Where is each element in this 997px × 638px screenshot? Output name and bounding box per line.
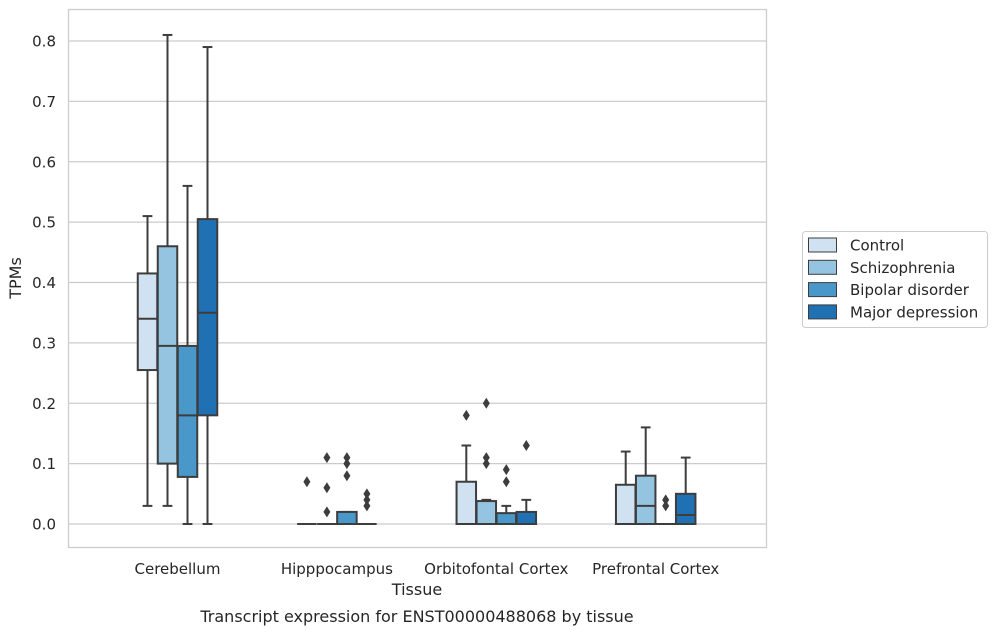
box [156,245,179,465]
outlier-point [662,494,670,506]
y-tick-label: 0.0 [32,516,56,534]
outlier-point [662,500,670,512]
box-layer [136,33,697,526]
box [515,510,538,525]
legend-label: Major depression [850,303,978,321]
chart-caption: Transcript expression for ENST0000048806… [199,607,633,626]
legend-label: Control [850,237,904,255]
outlier-point [502,476,510,488]
outlier-point [343,452,351,464]
box [455,480,478,525]
box [495,512,518,526]
box-group [475,397,498,525]
box-group [357,488,377,525]
box [196,218,219,417]
box [674,492,697,525]
outlier-point [482,397,490,409]
x-tick-label: Cerebellum [135,560,221,578]
y-axis-ticks: 0.0 0.1 0.2 0.3 0.4 0.5 0.6 0.7 0.8 [32,33,56,534]
box-group [674,456,697,525]
box-group [297,476,317,525]
outlier-point [482,458,490,470]
outlier-point [343,458,351,470]
outlier-point [363,500,371,512]
outlier-point [522,440,530,452]
legend-swatch [808,282,837,298]
box-group [196,46,219,525]
box-group [455,409,478,525]
y-tick-label: 0.3 [32,334,56,352]
outlier-point [502,464,510,476]
y-axis-label: TPMs [6,257,25,300]
y-tick-label: 0.1 [32,455,56,473]
box-group [655,494,676,525]
y-tick-label: 0.8 [32,33,56,51]
plot-area-frame [67,8,768,549]
y-tick-label: 0.7 [32,93,56,111]
legend-swatch [808,237,837,253]
outlier-point [303,476,311,488]
outlier-point [363,494,371,506]
legend-label: Schizophrenia [850,259,955,277]
box-group [495,464,518,526]
y-tick-label: 0.2 [32,395,56,413]
outlier-point [323,506,331,518]
x-axis-ticks: Cerebellum Hipppocampus Orbitofontal Corte… [135,560,720,578]
box-group [336,452,358,525]
box [336,510,358,525]
box [136,272,159,372]
box-group [515,440,538,525]
outlier-point [363,488,371,500]
outlier-point [482,452,490,464]
legend-frame [802,231,988,328]
box-group [136,215,159,507]
x-tick-label: Hipppocampus [281,560,393,578]
box [475,500,498,525]
y-tick-label: 0.4 [32,274,56,292]
box-group [634,426,657,526]
y-tick-label: 0.5 [32,214,56,232]
outlier-point [343,470,351,482]
box-group [614,450,637,526]
outlier-point [323,452,331,464]
box-group [176,184,199,525]
x-axis-label: Tissue [391,580,442,599]
x-tick-label: Orbitofontal Cortex [424,560,568,578]
box-group [317,452,337,525]
y-tick-label: 0.6 [32,153,56,171]
box [614,483,637,526]
box [176,344,199,478]
legend-swatch [808,304,837,320]
outlier-point [323,482,331,494]
box [634,474,657,526]
outlier-point [462,409,470,421]
legend: Control Schizophrenia Bipolar disorder Majo… [802,231,988,328]
x-tick-label: Prefrontal Cortex [592,560,719,578]
legend-swatch [808,259,837,275]
legend-label: Bipolar disorder [850,281,970,299]
